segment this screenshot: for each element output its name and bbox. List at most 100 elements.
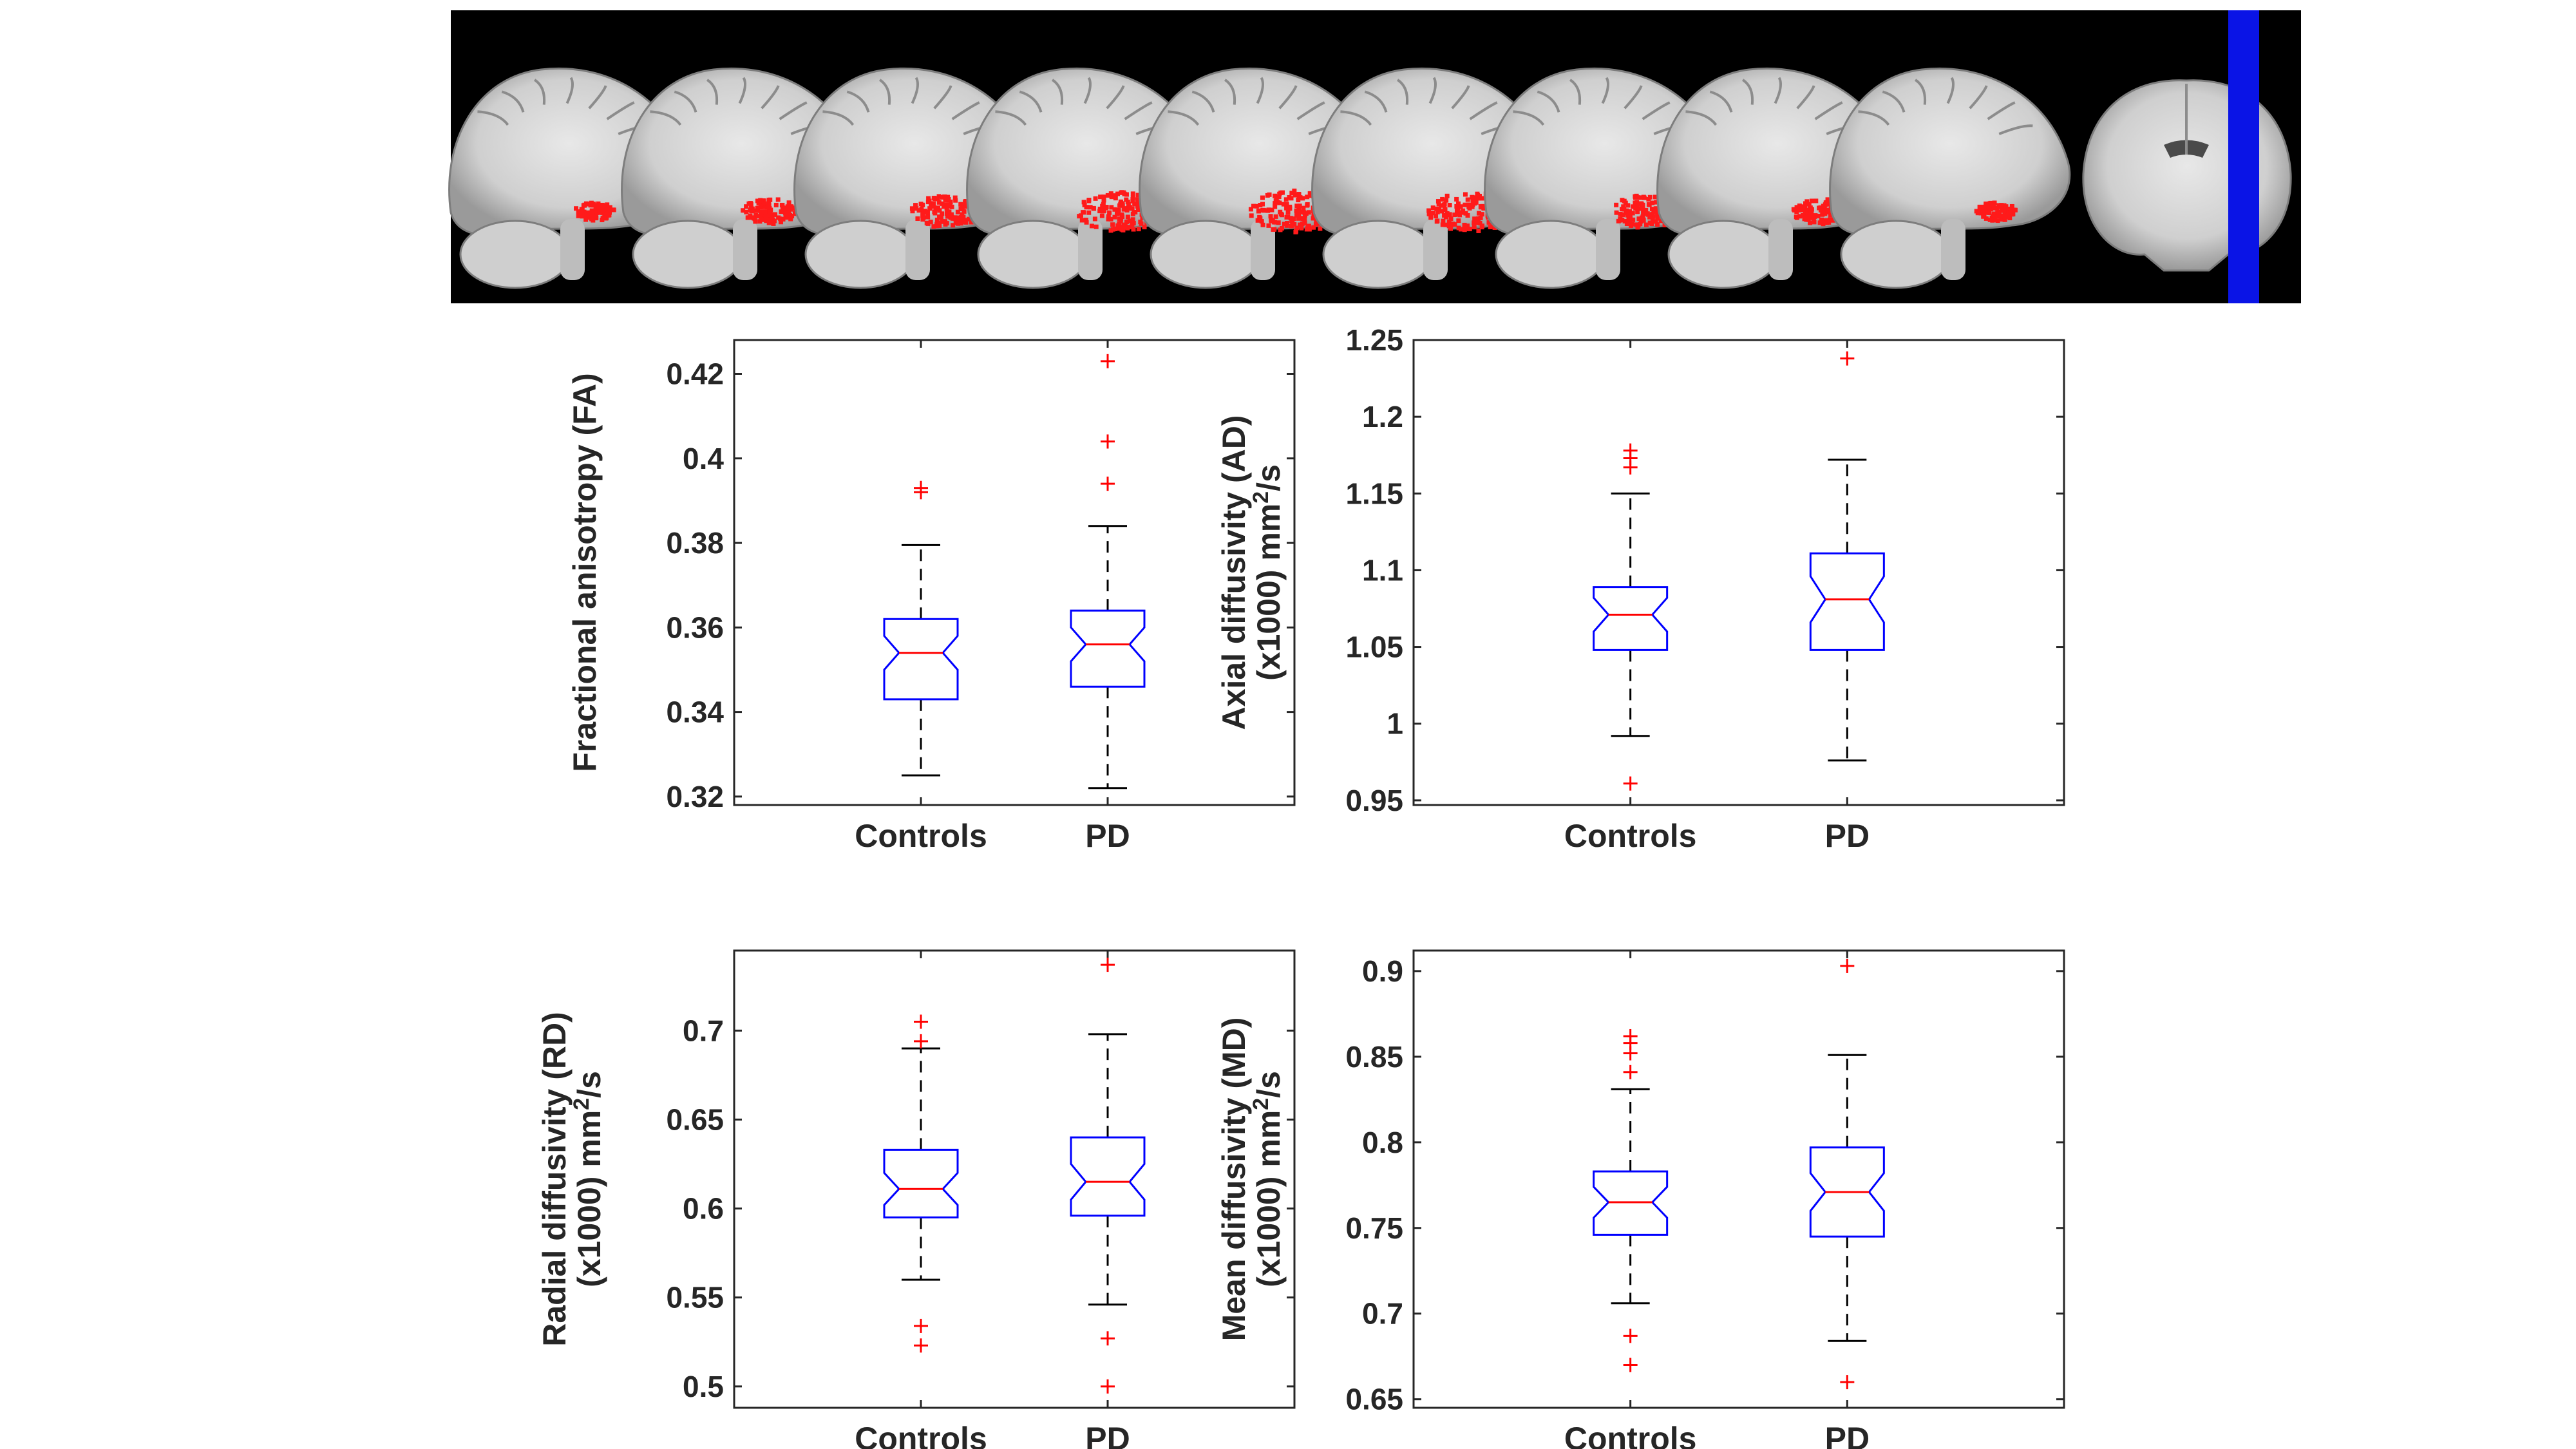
sulcus-line [477,110,509,126]
cluster-voxel [576,209,581,214]
cluster-voxel [1443,207,1448,212]
cluster-voxel [582,209,587,214]
cluster-voxel [1434,214,1439,219]
sulcus-line [1513,110,1545,126]
cluster-voxel [1653,206,1658,211]
cluster-voxel [1631,204,1636,209]
cluster-voxel [1638,201,1643,206]
cluster-voxel [1277,200,1282,205]
cluster-voxel [963,200,968,205]
cluster-voxel [1107,210,1112,215]
cluster-voxel [960,216,965,221]
cluster-voxel [785,215,790,220]
cluster-voxel [1987,201,1993,206]
sulcus-line [911,77,919,104]
x-tick-label: Controls [855,818,987,854]
outlier-marker [914,480,928,495]
cluster-voxel [1121,227,1126,232]
cluster-voxel [1636,216,1642,222]
cluster-voxel [591,218,596,223]
sagittal-slice-brainstem [905,219,930,280]
cluster-voxel [758,198,763,203]
y-tick-label: 0.7 [683,1014,724,1047]
cluster-voxel [1124,219,1129,224]
cluster-voxel [1987,217,1993,222]
cluster-voxel [2009,204,2014,209]
cluster-voxel [931,195,936,200]
cluster-voxel [782,207,787,212]
cluster-voxel [753,219,758,224]
cluster-voxel [948,199,953,204]
cluster-voxel [1808,220,1813,225]
cluster-voxel [1285,221,1290,226]
cluster-voxel [1092,216,1097,222]
cluster-voxel [766,204,771,209]
cluster-voxel [755,198,760,204]
sulcus-line [1278,85,1298,109]
cluster-voxel [1266,223,1271,228]
cluster-voxel [589,200,594,205]
cluster-voxel [768,207,773,213]
cluster-voxel [1462,227,1467,232]
sagittal-slice-cerebellum [977,220,1089,289]
cluster-voxel [1314,218,1319,223]
cluster-voxel [1120,201,1125,206]
cluster-voxel [1444,193,1450,198]
cluster-voxel [755,205,760,211]
y-tick-label: 0.9 [1362,954,1403,988]
cluster-voxel [960,212,965,217]
cluster-voxel [1463,202,1468,207]
cluster-voxel [1466,202,1471,207]
cluster-voxel [1088,205,1093,210]
cluster-voxel [1298,222,1303,227]
cluster-voxel [1294,213,1300,218]
sulcus-line [1469,101,1498,120]
significant-cluster [574,200,616,223]
outlier-marker [1840,958,1855,973]
cluster-voxel [588,203,593,208]
sagittal-slice-brainstem [1078,219,1103,280]
cluster-voxel [767,218,772,223]
cluster-voxel [773,202,779,207]
cluster-voxel [761,217,766,222]
sulcus-line [674,90,697,113]
cluster-voxel [1799,204,1804,209]
cluster-voxel [1273,220,1278,225]
cluster-voxel [1458,204,1463,209]
cluster-voxel [1124,207,1130,213]
cluster-voxel [589,211,594,216]
cluster-voxel [1119,216,1124,222]
cluster-voxel [1298,195,1303,200]
cluster-voxel [771,221,776,226]
cluster-voxel [1284,202,1289,207]
cluster-voxel [969,220,974,225]
cluster-voxel [1130,222,1135,227]
cluster-voxel [1089,223,1094,229]
cluster-voxel [1121,207,1126,212]
cluster-voxel [1998,214,2003,219]
cluster-voxel [744,209,749,214]
notched-box [883,618,959,701]
sulcus-line [1624,85,1643,109]
cluster-voxel [1285,209,1291,214]
notched-box [883,1148,959,1218]
cluster-voxel [1977,204,1982,209]
outlier-marker [914,1034,928,1048]
cluster-voxel [574,206,579,211]
cluster-voxel [1655,222,1660,227]
cluster-voxel [1292,222,1297,227]
cluster-voxel [924,220,929,225]
cluster-voxel [1136,207,1141,212]
cluster-voxel [1640,206,1645,211]
sulcus-line [1642,101,1671,120]
y-tick-label: 0.36 [666,611,724,644]
cluster-voxel [1475,191,1480,196]
plot-area [733,949,1296,1409]
y-tick-label: 1.2 [1362,400,1403,433]
x-tick-label: PD [1825,818,1870,854]
cluster-voxel [1296,206,1302,211]
cluster-voxel [1650,216,1655,222]
cluster-voxel [1804,211,1810,216]
cluster-voxel [1454,196,1459,202]
notched-box [1593,586,1669,651]
